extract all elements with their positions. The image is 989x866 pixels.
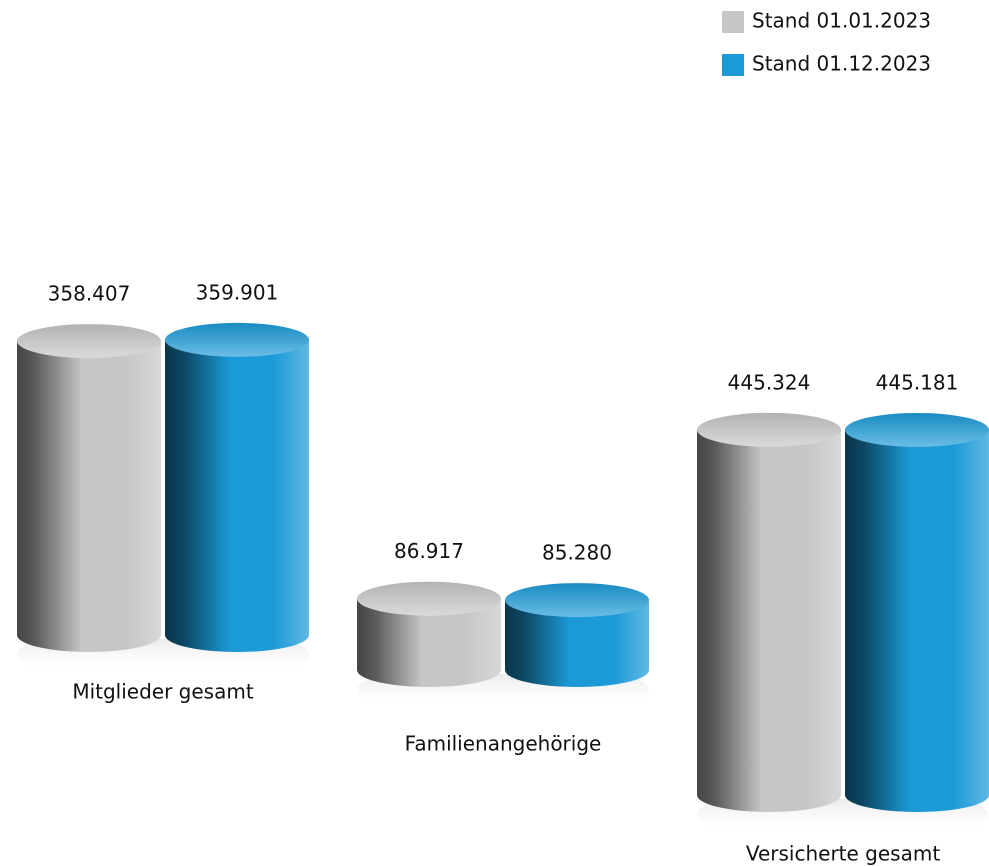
value-label: 358.407 <box>48 282 131 306</box>
category-label: Mitglieder gesamt <box>72 680 254 704</box>
legend-swatch <box>722 54 744 76</box>
bar-top <box>505 583 649 618</box>
bar-top <box>165 322 309 357</box>
bar <box>845 429 989 795</box>
bar-top <box>357 581 501 616</box>
category-label: Versicherte gesamt <box>746 842 940 866</box>
value-label: 445.181 <box>876 370 959 394</box>
value-label: 85.280 <box>542 541 612 565</box>
category-label: Familienangehörige <box>405 732 602 756</box>
bar <box>17 341 161 635</box>
value-label: 86.917 <box>394 539 464 563</box>
value-label: 359.901 <box>196 280 279 304</box>
legend-label: Stand 01.12.2023 <box>752 52 931 76</box>
legend-swatch <box>722 11 744 33</box>
bar <box>165 339 309 635</box>
value-label: 445.324 <box>728 370 811 394</box>
bar <box>697 429 841 795</box>
bar-top <box>845 412 989 447</box>
bar-top <box>17 324 161 359</box>
bar-top <box>697 412 841 447</box>
legend-label: Stand 01.01.2023 <box>752 9 931 33</box>
